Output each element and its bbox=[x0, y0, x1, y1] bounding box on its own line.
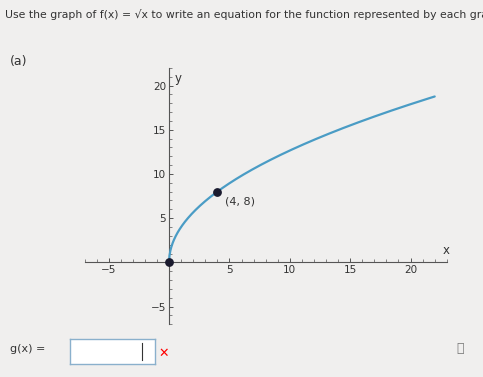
Text: y: y bbox=[175, 72, 182, 85]
Point bbox=[165, 259, 173, 265]
Text: ⓘ: ⓘ bbox=[456, 342, 464, 355]
Text: ✕: ✕ bbox=[158, 347, 169, 360]
Text: x: x bbox=[443, 244, 450, 257]
Text: (4, 8): (4, 8) bbox=[225, 197, 255, 207]
Text: g(x) =: g(x) = bbox=[10, 344, 45, 354]
Text: (a): (a) bbox=[10, 55, 27, 67]
Text: Use the graph of f(x) = √x to write an equation for the function represented by : Use the graph of f(x) = √x to write an e… bbox=[5, 9, 483, 20]
Point bbox=[213, 188, 221, 195]
